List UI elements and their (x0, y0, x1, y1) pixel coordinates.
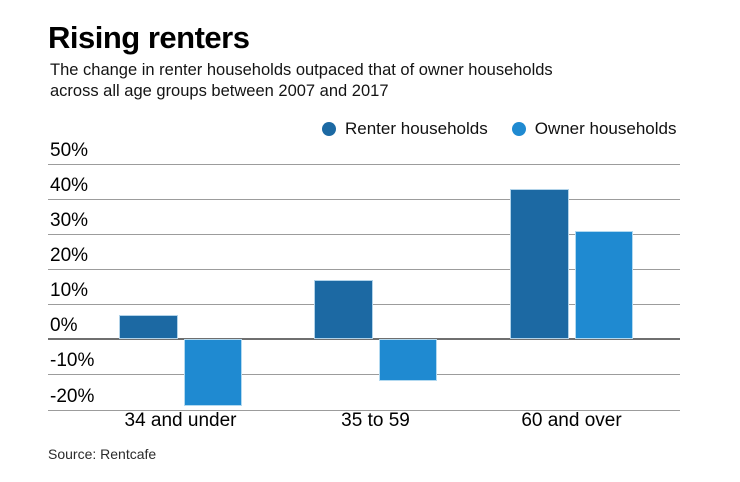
gridline (48, 269, 680, 271)
x-axis-label-60-and-over: 60 and over (521, 410, 622, 431)
legend-label-owner: Owner households (534, 119, 677, 138)
bar-renter-60-and-over (510, 188, 569, 340)
subtitle-line-1: The change in renter households outpaced… (50, 61, 553, 79)
chart-subtitle: The change in renter households outpaced… (50, 60, 553, 102)
x-axis-label-34-and-under: 34 and under (124, 410, 237, 431)
source-note: Source: Rentcafe (48, 446, 157, 462)
y-axis-label: 0% (50, 315, 78, 337)
y-axis-label: 10% (50, 280, 89, 302)
gridline (48, 234, 680, 236)
bar-renter-35-to-59 (314, 279, 373, 340)
legend-swatch-owner-icon (511, 122, 526, 136)
bar-owner-34-and-under (183, 339, 242, 406)
y-axis-label: 20% (50, 245, 89, 267)
legend-swatch-renter-icon (322, 122, 336, 136)
legend-item-owner: Owner households (511, 119, 677, 139)
legend-label-renter: Renter households (345, 119, 488, 138)
gridline (48, 199, 680, 201)
gridline (48, 409, 680, 411)
y-axis-label: -10% (50, 350, 95, 372)
chart-legend: Renter households Owner households (322, 119, 676, 139)
y-axis-label: 40% (50, 175, 89, 197)
y-axis-label: 50% (50, 140, 89, 161)
y-axis-label: -20% (50, 385, 95, 407)
gridline (48, 164, 680, 165)
subtitle-line-2: across all age groups between 2007 and 2… (50, 82, 389, 100)
bar-owner-35-to-59 (378, 339, 437, 382)
y-axis-label: 30% (50, 210, 89, 232)
legend-item-renter: Renter households (322, 119, 488, 139)
bar-renter-34-and-under (119, 314, 178, 340)
page-title: Rising renters (48, 20, 250, 55)
x-axis-label-35-to-59: 35 to 59 (341, 410, 410, 431)
zero-gridline (48, 338, 680, 341)
bar-owner-60-and-over (574, 230, 633, 340)
gridline (48, 374, 680, 376)
